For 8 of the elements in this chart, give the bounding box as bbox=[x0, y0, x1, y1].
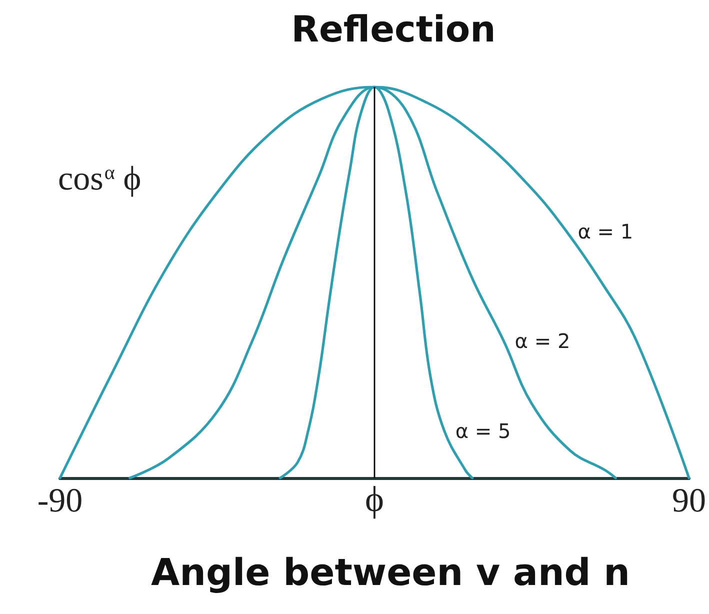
series-label: α = 5 bbox=[455, 419, 511, 444]
x-tick-label: 90 bbox=[672, 482, 706, 520]
series-label: α = 1 bbox=[578, 220, 634, 244]
x-axis-title: ϕ bbox=[365, 479, 384, 519]
series-label: α = 2 bbox=[514, 329, 570, 354]
x-tick-label: -90 bbox=[37, 482, 83, 520]
text: Angle between v and n bbox=[151, 551, 630, 594]
chart-title: Reflection bbox=[291, 10, 496, 50]
